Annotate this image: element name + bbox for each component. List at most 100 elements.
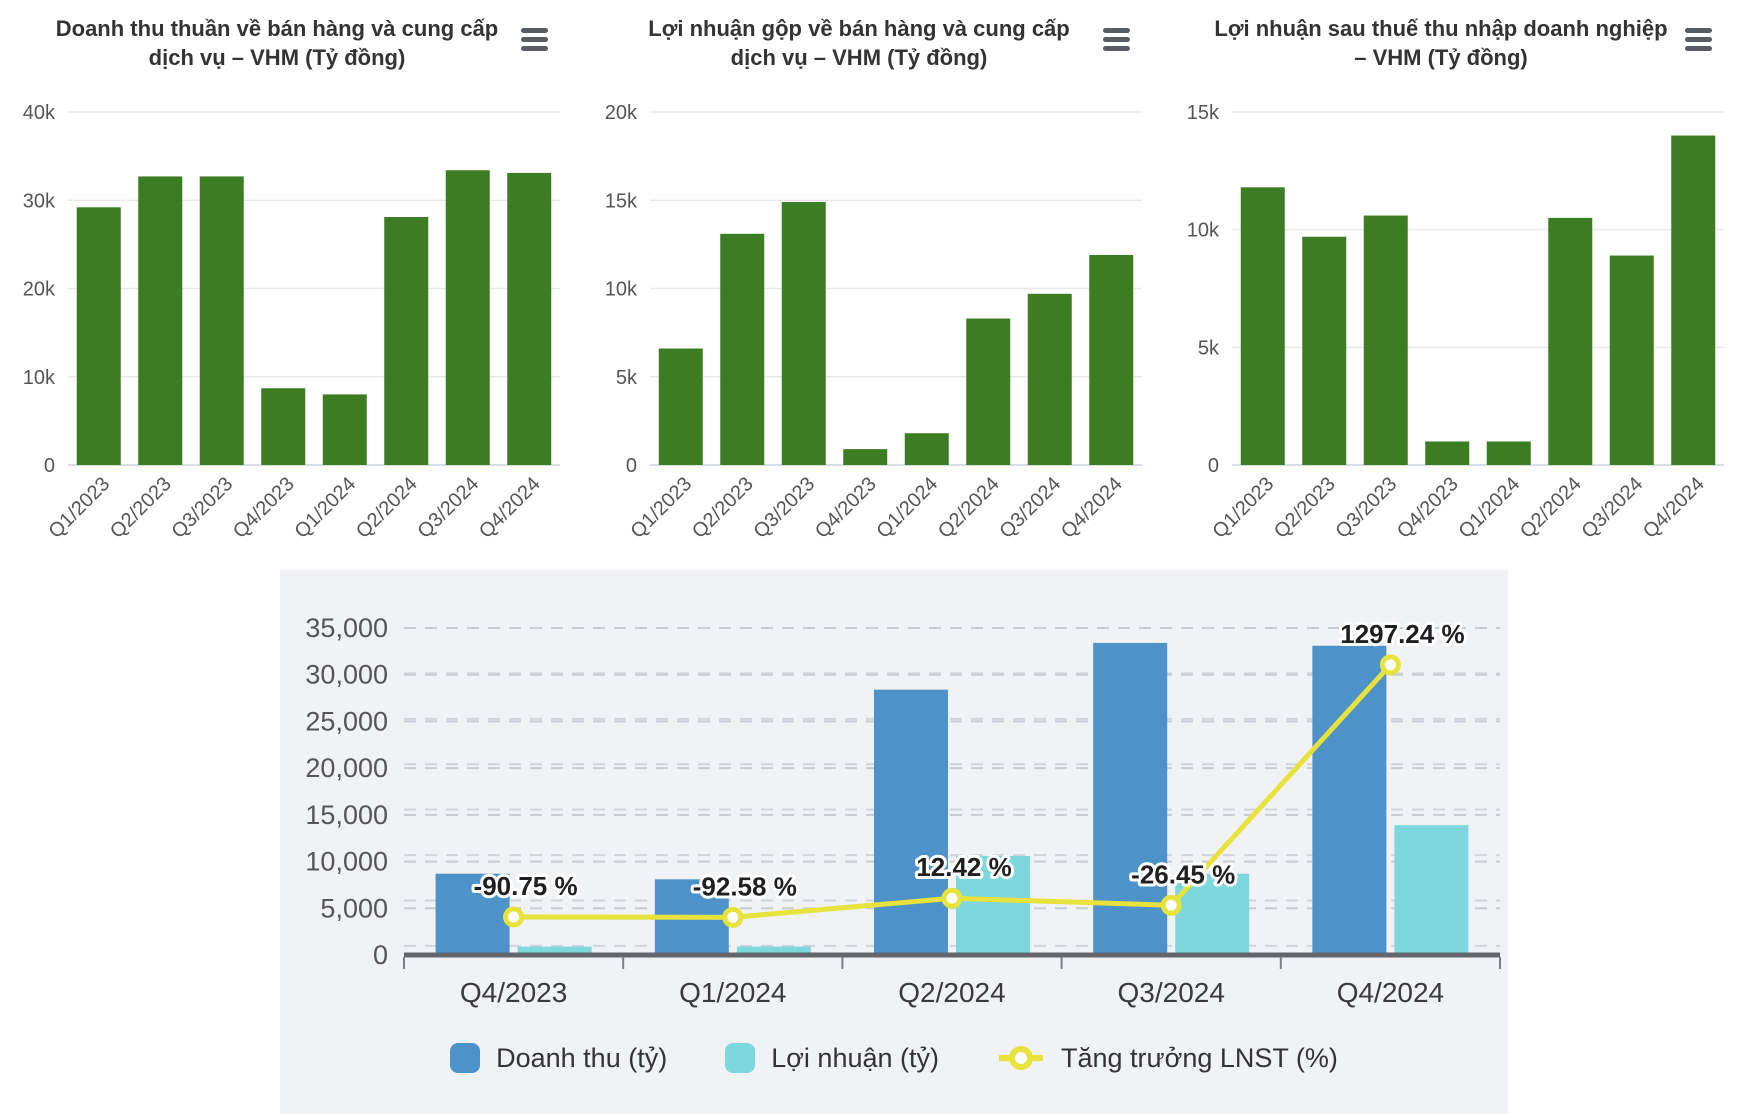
bar-Q2/2024[interactable] [1548,217,1593,465]
bar-Q3/2024[interactable] [1609,255,1654,465]
y-tick-label: 30,000 [305,660,388,690]
y-tick-label: 20,000 [305,753,388,783]
growth-marker-Q4/2024[interactable] [1379,654,1401,676]
legend-label-growth: Tăng trưởng LNST (%) [1061,1042,1338,1073]
revenue-bar-Q4/2024[interactable] [1312,645,1387,955]
growth-marker-Q3/2024[interactable] [1160,894,1182,916]
y-tick-label: 0 [44,455,55,477]
profit-bar-Q1/2024[interactable] [736,946,811,955]
bar-Q4/2024[interactable] [1671,135,1716,465]
bar-Q2/2023[interactable] [720,233,765,465]
bar-Q1/2023[interactable] [76,207,121,465]
bar-Q1/2024[interactable] [1486,441,1531,465]
bar-Q4/2023[interactable] [261,388,306,465]
y-tick-label: 5k [616,367,638,389]
bar-Q3/2024[interactable] [1027,293,1072,465]
x-tick-label: Q2/2023 [1270,473,1340,543]
x-tick-label: Q4/2024 [1057,473,1127,543]
bar-Q3/2023[interactable] [1363,215,1408,465]
profit-bar-Q4/2023[interactable] [517,946,592,955]
revenue-swatch-icon [450,1043,481,1073]
y-tick-label: 10,000 [305,847,388,877]
bar-Q4/2024[interactable] [507,172,552,465]
x-tick-label: Q4/2024 [1337,977,1444,1008]
growth-marker-Q1/2024[interactable] [722,906,744,928]
y-tick-label: 35,000 [305,613,388,643]
bar-Q2/2023[interactable] [138,176,183,466]
chart-menu-button[interactable] [1681,24,1716,55]
bar-Q2/2023[interactable] [1302,236,1347,465]
y-tick-label: 0 [373,940,388,970]
y-tick-label: 10k [605,279,638,301]
x-tick-label: Q2/2024 [898,977,1005,1008]
y-tick-label: 15k [1187,102,1220,124]
y-tick-label: 40k [23,102,56,124]
x-tick-label: Q4/2023 [1393,473,1463,543]
x-tick-label: Q3/2023 [167,473,237,543]
chart-card-gross-profit: Lợi nhuận gộp về bán hàng và cung cấp dị… [582,0,1164,543]
bar-Q1/2024[interactable] [904,433,949,465]
chart-title-net-revenue: Doanh thu thuần về bán hàng và cung cấp … [55,16,499,71]
growth-marker-Q2/2024[interactable] [941,887,963,909]
bar-chart-net-profit: 0 5k 10k 15k Q1/2023Q2/2023Q3/2023Q4/2023Q1/… [1187,102,1724,543]
y-tick-label: 0 [626,455,637,477]
revenue-bar-Q4/2023[interactable] [435,873,510,955]
revenue-bar-Q2/2024[interactable] [874,689,948,955]
y-tick-label: 20k [23,279,56,301]
bar-Q3/2023[interactable] [781,202,826,465]
bar-Q2/2024[interactable] [966,318,1011,465]
x-tick-label: Q4/2024 [475,473,545,543]
x-tick-label: Q3/2024 [1117,977,1224,1008]
chart-title-gross-profit: Lợi nhuận gộp về bán hàng và cung cấp dị… [648,16,1070,71]
x-tick-label: Q3/2024 [1577,473,1647,543]
bar-Q1/2023[interactable] [658,348,703,465]
x-tick-label: Q3/2024 [995,473,1065,543]
x-tick-label: Q1/2023 [626,473,696,543]
x-tick-label: Q1/2024 [872,473,942,543]
bar-Q1/2023[interactable] [1240,187,1285,465]
growth-data-label: 1297.24 % [1340,619,1464,649]
y-tick-label: 10k [1187,220,1220,242]
growth-marker-Q4/2023[interactable] [503,906,525,928]
bar-Q3/2023[interactable] [199,176,244,466]
x-tick-label: Q1/2024 [1454,473,1524,543]
bar-Q4/2023[interactable] [1425,441,1470,465]
legend-label-profit: Lợi nhuận (tỷ) [771,1042,939,1073]
legend-item-profit[interactable]: Lợi nhuận (tỷ) [725,1043,939,1074]
combo-chart: 0 5,000 10,000 15,000 20,000 25,000 30,000 35,0… [305,613,1501,1008]
bar-Q4/2023[interactable] [843,449,888,465]
top-charts-row: Doanh thu thuần về bán hàng và cung cấp … [0,0,1746,543]
bar-Q1/2024[interactable] [322,394,367,465]
x-tick-label: Q4/2024 [1639,473,1709,543]
y-tick-label: 5,000 [320,893,388,923]
bar-chart-gross-profit: 0 5k 10k 15k 20k Q1/2023Q2/2023Q3/2023Q4/2023… [605,102,1142,543]
y-tick-label: 15k [605,190,638,212]
x-tick-label: Q2/2024 [1516,473,1586,543]
y-tick-label: 15,000 [305,800,388,830]
x-tick-label: Q4/2023 [229,473,299,543]
x-tick-label: Q2/2024 [352,473,422,543]
hamburger-menu-icon [521,28,548,51]
x-tick-label: Q1/2023 [1208,473,1278,543]
legend-item-revenue[interactable]: Doanh thu (tỷ) [450,1043,667,1074]
x-tick-label: Q1/2023 [44,473,114,543]
x-tick-label: Q3/2023 [749,473,819,543]
x-tick-label: Q3/2023 [1331,473,1401,543]
bar-Q3/2024[interactable] [445,170,490,465]
bar-Q4/2024[interactable] [1089,254,1134,465]
chart-menu-button[interactable] [1099,24,1134,55]
bar-Q2/2024[interactable] [384,217,429,465]
chart-header: Doanh thu thuần về bán hàng và cung cấp … [0,0,582,88]
x-tick-label: Q1/2024 [290,473,360,543]
bar-chart-net-revenue: 010k20k30k40kQ1/2023Q2/2023Q3/2023Q4/202… [23,102,560,543]
growth-data-label: 12.42 % [916,852,1011,882]
legend-item-growth[interactable]: Tăng trưởng LNST (%) [997,1043,1338,1074]
revenue-bar-Q3/2024[interactable] [1093,642,1168,955]
x-tick-label: Q2/2023 [106,473,176,543]
profit-bar-Q2/2024[interactable] [956,855,1030,955]
profit-bar-Q4/2024[interactable] [1394,825,1469,955]
hamburger-menu-icon [1103,28,1130,51]
y-tick-label: 20k [605,102,638,124]
chart-menu-button[interactable] [517,24,552,55]
x-tick-label: Q4/2023 [811,473,881,543]
